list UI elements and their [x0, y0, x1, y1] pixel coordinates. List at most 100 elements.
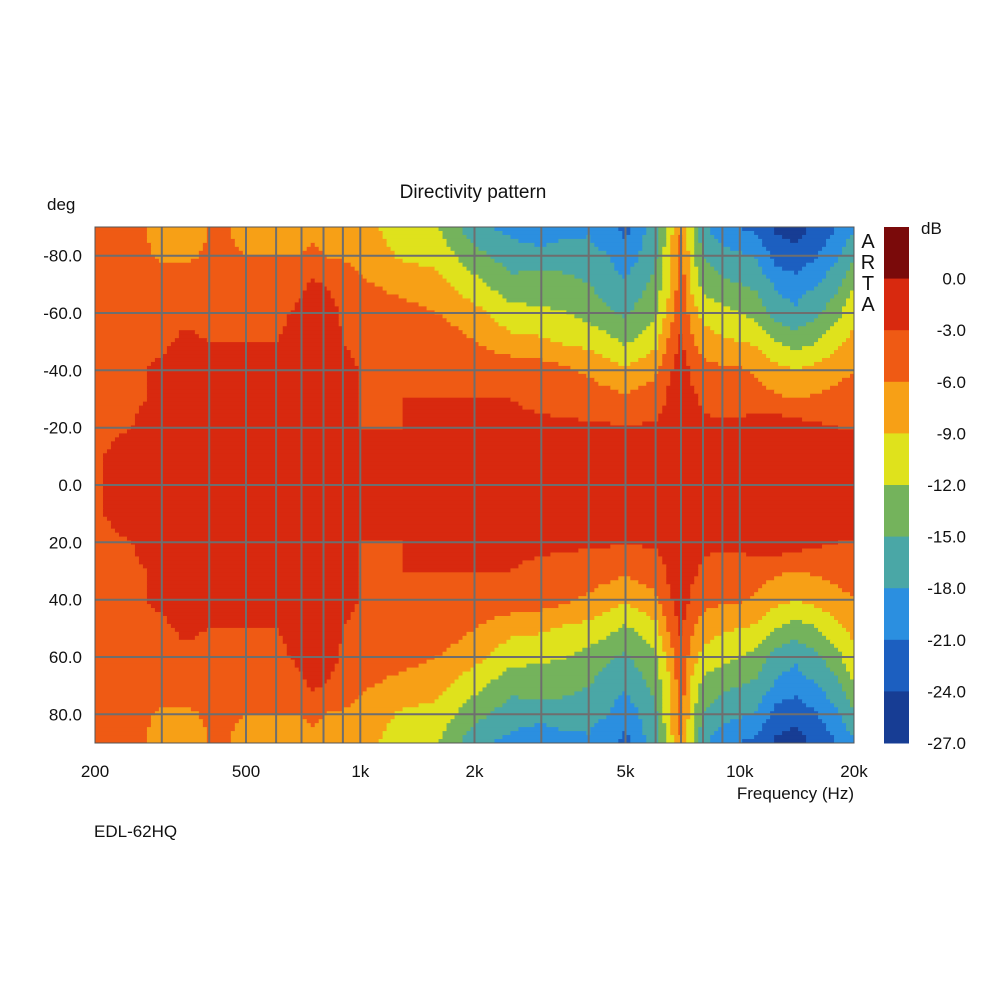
heatmap-cell	[846, 723, 854, 728]
heatmap-cell	[118, 433, 854, 438]
heatmap-cell	[782, 342, 815, 347]
heatmap-cell	[314, 242, 388, 248]
heatmap-cell	[534, 556, 663, 562]
heatmap-cell	[302, 715, 324, 720]
heatmap-cell	[730, 719, 767, 724]
heatmap-cell	[642, 727, 659, 732]
heatmap-cell	[95, 473, 104, 478]
heatmap-cell	[774, 258, 815, 264]
heatmap-cell	[402, 405, 524, 411]
heatmap-cell	[826, 238, 847, 244]
colorbar-tick-label: -6.0	[937, 373, 966, 392]
heatmap-cell	[462, 735, 504, 740]
heatmap-cell	[662, 679, 671, 685]
heatmap-cell	[95, 703, 352, 708]
heatmap-cell	[550, 413, 659, 419]
heatmap-cell	[714, 234, 759, 240]
heatmap-cell	[450, 282, 488, 288]
heatmap-cell	[338, 306, 428, 311]
heatmap-cell	[690, 651, 699, 657]
heatmap-cell	[826, 242, 847, 248]
heatmap-cell	[362, 274, 444, 280]
heatmap-cell	[594, 679, 647, 685]
heatmap-cell	[406, 298, 472, 304]
heatmap-cell	[670, 691, 679, 696]
heatmap-cell	[694, 576, 775, 581]
heatmap-cell	[678, 282, 687, 288]
heatmap-cell	[95, 421, 136, 427]
heatmap-cell	[694, 731, 699, 736]
heatmap-cell	[682, 695, 691, 700]
heatmap-cell	[95, 588, 148, 593]
heatmap-cell	[654, 373, 671, 379]
heatmap-cell	[95, 512, 104, 518]
heatmap-cell	[95, 592, 148, 597]
heatmap-cell	[686, 354, 703, 359]
heatmap-cell	[670, 238, 679, 244]
heatmap-cell	[142, 401, 360, 407]
heatmap-cell	[782, 671, 803, 677]
heatmap-cell	[102, 457, 854, 462]
heatmap-cell	[702, 318, 755, 323]
heatmap-cell	[850, 635, 854, 641]
heatmap-cell	[110, 441, 854, 446]
heatmap-cell	[95, 306, 296, 311]
heatmap-cell	[646, 286, 663, 292]
heatmap-cell	[654, 262, 663, 268]
heatmap-cell	[658, 659, 667, 665]
heatmap-cell	[590, 238, 643, 244]
heatmap-cell	[822, 544, 854, 550]
heatmap-cell	[95, 429, 128, 434]
heatmap-cell	[762, 302, 795, 307]
heatmap-cell	[686, 671, 695, 677]
heatmap-cell	[770, 608, 823, 613]
heatmap-cell	[698, 227, 711, 232]
heatmap-cell	[710, 552, 747, 558]
y-tick-label: -60.0	[43, 304, 82, 323]
heatmap-cell	[694, 234, 699, 240]
heatmap-cell	[282, 635, 344, 641]
heatmap-cell	[154, 608, 356, 613]
heatmap-cell	[706, 671, 759, 677]
heatmap-cell	[654, 588, 671, 593]
heatmap-cell	[502, 671, 599, 677]
heatmap-cell	[794, 302, 799, 307]
heatmap-cell	[330, 290, 388, 296]
heatmap-cell	[762, 350, 835, 355]
heatmap-cell	[774, 230, 807, 236]
heatmap-cell	[718, 361, 779, 367]
heatmap-cell	[358, 600, 571, 605]
heatmap-cell	[334, 302, 420, 307]
heatmap-cell	[686, 675, 691, 681]
heatmap-cell	[842, 306, 854, 311]
heatmap-cell	[654, 695, 663, 700]
heatmap-cell	[238, 719, 308, 724]
heatmap-cell	[742, 365, 791, 371]
heatmap-cell	[606, 250, 639, 256]
heatmap-cell	[386, 727, 448, 732]
heatmap-cell	[690, 647, 703, 653]
heatmap-cell	[850, 234, 854, 240]
heatmap-cell	[662, 703, 671, 708]
heatmap-cell	[686, 687, 691, 692]
heatmap-cell	[95, 346, 168, 351]
heatmap-cell	[282, 330, 344, 335]
heatmap-cell	[690, 365, 743, 371]
heatmap-cell	[670, 703, 679, 708]
heatmap-cell	[358, 552, 404, 558]
heatmap-cell	[402, 401, 520, 407]
heatmap-cell	[590, 731, 623, 736]
heatmap-cell	[458, 707, 496, 712]
heatmap-cell	[346, 619, 488, 625]
heatmap-cell	[590, 727, 643, 732]
heatmap-cell	[666, 723, 671, 728]
heatmap-cell	[698, 238, 719, 244]
heatmap-cell	[382, 731, 444, 736]
heatmap-cell	[650, 350, 667, 355]
heatmap-cell	[626, 731, 643, 736]
colorbar-tick-label: -18.0	[927, 579, 966, 598]
heatmap-cell	[198, 254, 328, 260]
heatmap-cell	[95, 437, 116, 442]
heatmap-cell	[230, 731, 384, 736]
heatmap-cell	[646, 612, 663, 617]
